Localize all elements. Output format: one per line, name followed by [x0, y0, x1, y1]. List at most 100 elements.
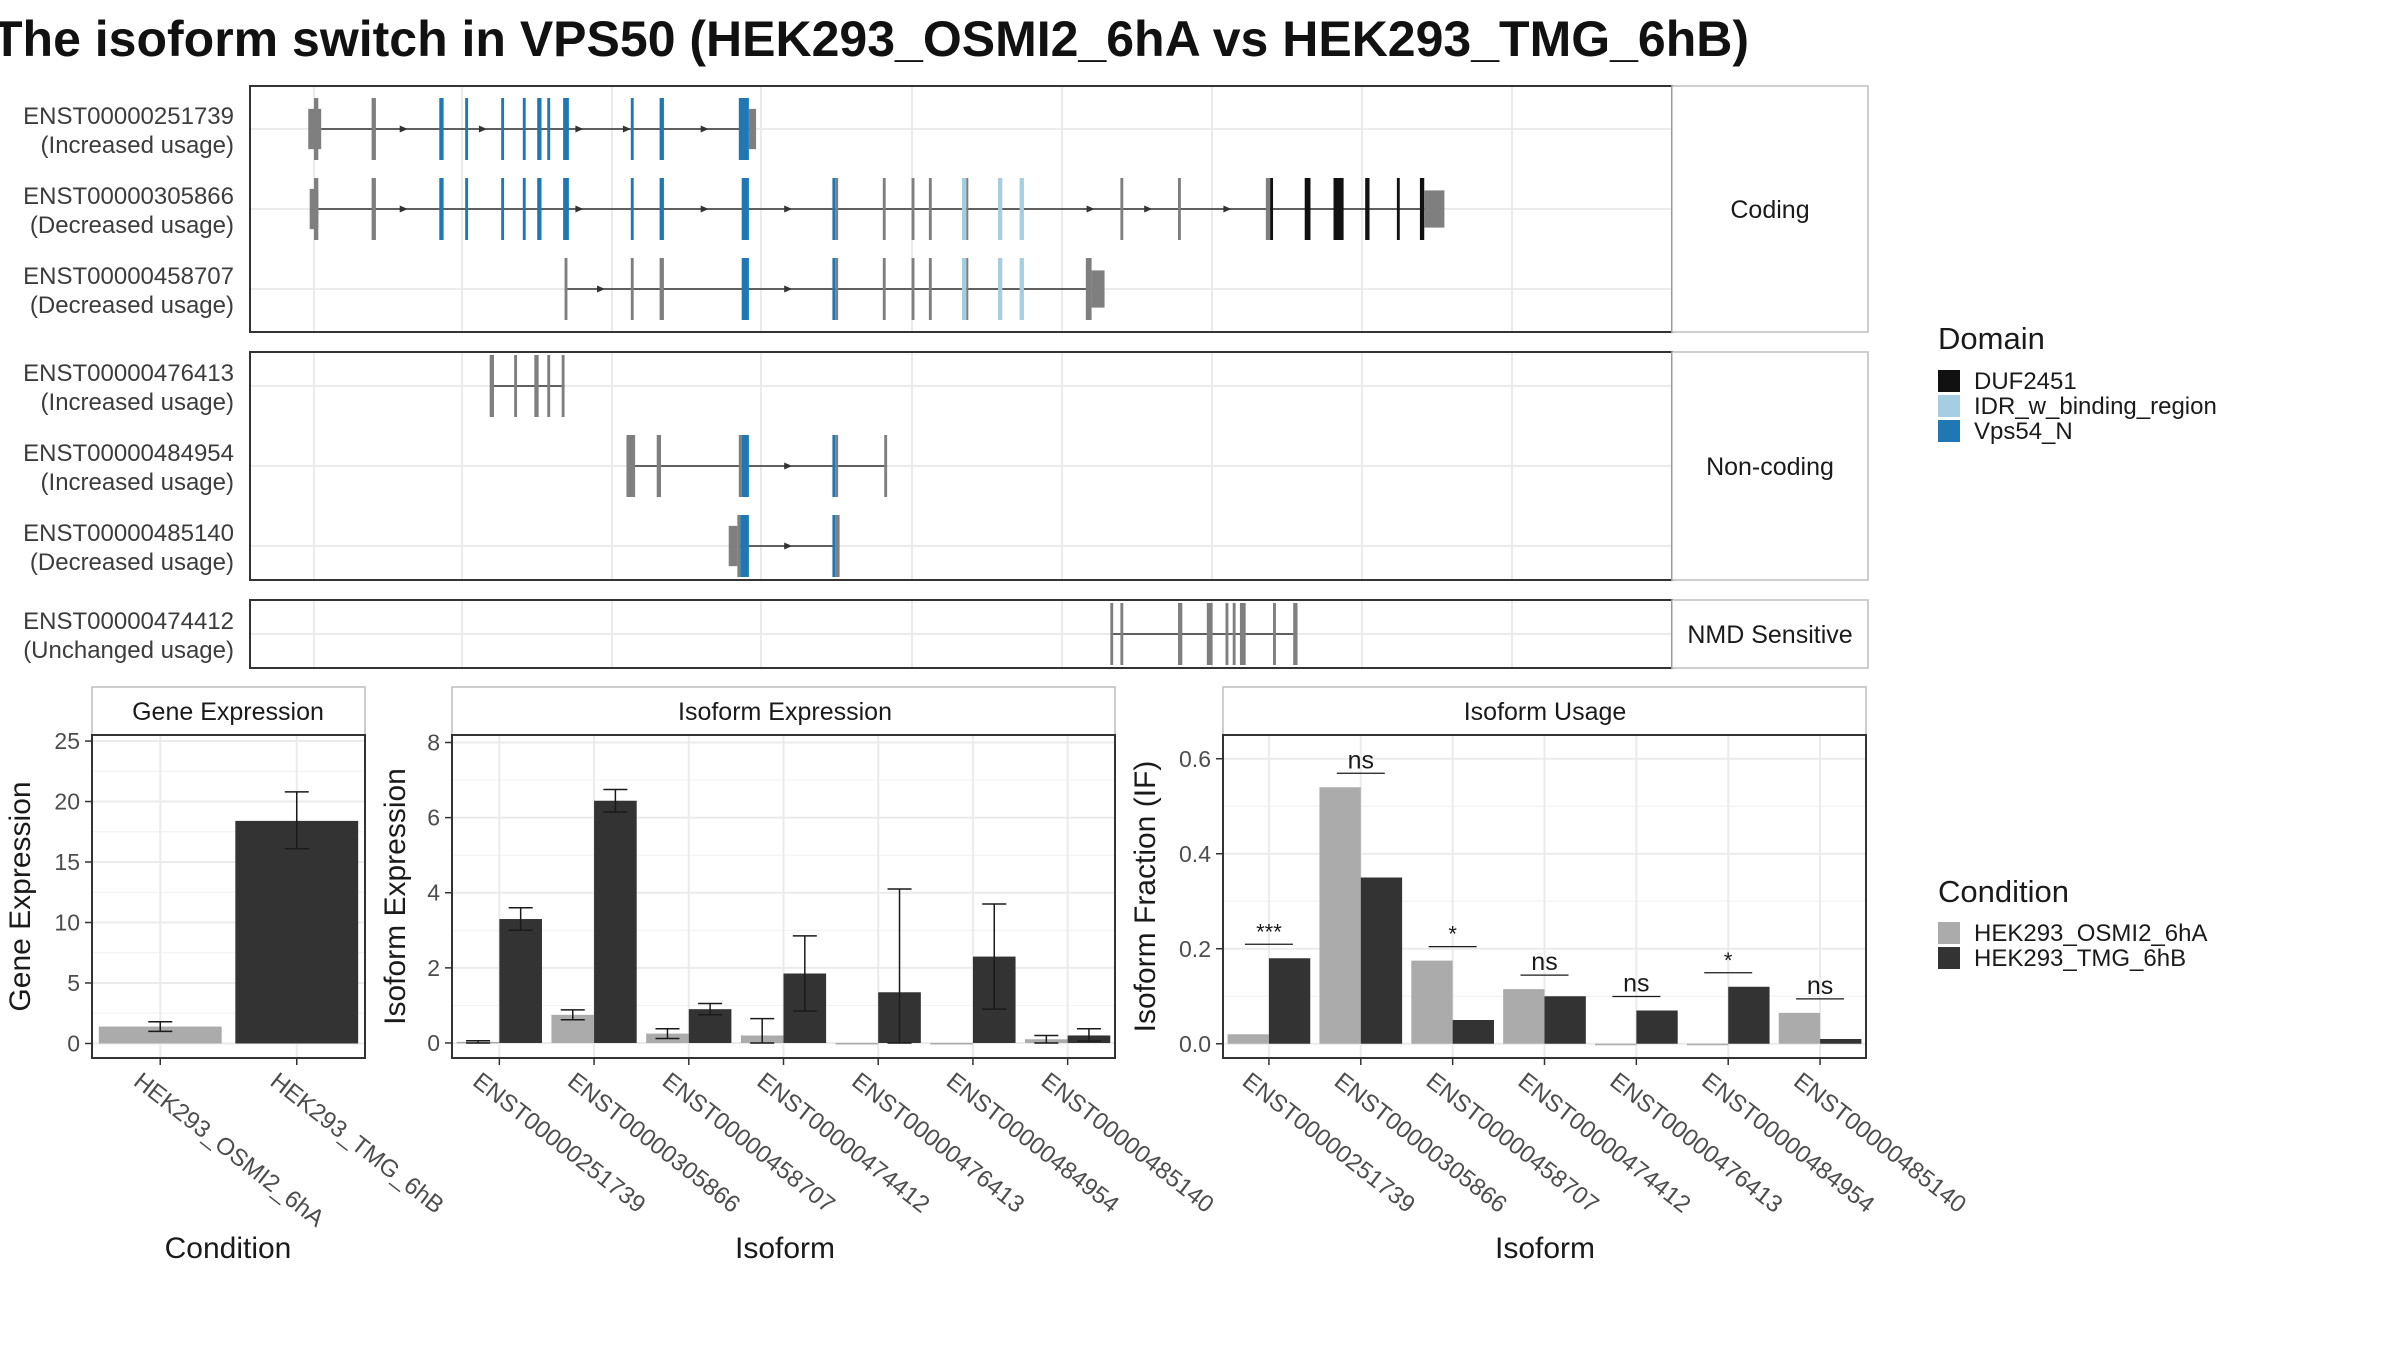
- exon-block: [659, 178, 664, 240]
- x-tick-label: ENST00000305866: [1329, 1067, 1512, 1218]
- transcript-id-label: ENST00000251739: [23, 103, 234, 130]
- y-tick-label: 0.4: [1179, 841, 1211, 867]
- exon-block: [741, 435, 749, 497]
- exon-block: [911, 178, 915, 240]
- exon-block: [832, 178, 836, 240]
- direction-arrow: [784, 542, 793, 550]
- legend-label: IDR_w_binding_region: [1974, 393, 2217, 420]
- direction-arrow: [1144, 205, 1153, 213]
- exon-block: [1085, 258, 1092, 320]
- y-tick-label: 20: [54, 789, 80, 815]
- transcript-id-label: ENST00000485140: [23, 520, 234, 547]
- bar: [1411, 960, 1453, 1044]
- exon-block: [1206, 603, 1213, 665]
- legends: Domain DUF2451IDR_w_binding_regionVps54_N…: [1938, 321, 2217, 972]
- exon-block: [741, 258, 749, 320]
- transcript-status-label: (Decreased usage): [30, 212, 234, 239]
- bar: [98, 1026, 222, 1044]
- y-tick-label: 0: [427, 1030, 440, 1056]
- group-strip-label: Coding: [1730, 196, 1809, 224]
- x-tick-label: ENST00000251739: [1237, 1067, 1420, 1218]
- exon-block: [835, 258, 839, 320]
- exon-block: [740, 515, 749, 577]
- exon-block: [998, 258, 1003, 320]
- exon-block: [1110, 603, 1114, 665]
- panel-title: Gene Expression: [132, 698, 324, 726]
- legend-key: [1938, 370, 1960, 392]
- exon-block: [966, 258, 969, 320]
- y-tick-label: 8: [427, 730, 440, 756]
- bar: [1544, 996, 1586, 1044]
- transcript-id-label: ENST00000474412: [23, 608, 234, 635]
- exon-block: [928, 258, 932, 320]
- direction-arrow: [399, 205, 408, 213]
- significance-label: ns: [1348, 746, 1374, 774]
- transcript-status-label: (Unchanged usage): [23, 637, 234, 664]
- exon-block: [489, 355, 494, 417]
- y-tick-label: 6: [427, 805, 440, 831]
- x-tick-label: ENST00000458707: [657, 1067, 840, 1218]
- transcript-id-label: ENST00000305866: [23, 183, 234, 210]
- exon-block: [314, 178, 319, 240]
- bar: [1503, 989, 1545, 1044]
- exon-block: [547, 355, 551, 417]
- bar: [594, 800, 637, 1043]
- exon-block: [748, 108, 757, 150]
- exon-block: [962, 178, 967, 240]
- y-axis-title: Isoform Fraction (IF): [1129, 761, 1162, 1033]
- panel-title: Isoform Expression: [678, 698, 892, 726]
- exon-block: [514, 355, 518, 417]
- transcript-status-label: (Decreased usage): [30, 549, 234, 576]
- exon-block: [962, 258, 967, 320]
- bar: [1595, 1043, 1637, 1046]
- exon-block: [835, 178, 839, 240]
- exon-block: [501, 178, 505, 240]
- legend-key: [1938, 395, 1960, 417]
- bar: [930, 1042, 973, 1045]
- exon-block: [1232, 603, 1236, 665]
- significance-label: *: [1448, 922, 1457, 947]
- exon-block: [1120, 178, 1124, 240]
- exon-block: [534, 355, 539, 417]
- x-axis-title: Isoform: [1495, 1232, 1595, 1265]
- y-tick-label: 0.6: [1179, 746, 1211, 772]
- significance-label: ns: [1531, 948, 1557, 976]
- exon-block: [1270, 178, 1274, 240]
- exon-block: [439, 98, 444, 160]
- group-strip: [1671, 85, 1869, 333]
- exon-block: [371, 178, 376, 240]
- legend-key: [1938, 420, 1960, 442]
- bar: [235, 820, 359, 1044]
- bar: [1268, 958, 1311, 1044]
- x-tick-label: ENST00000484954: [941, 1067, 1124, 1218]
- y-tick-label: 2: [427, 955, 440, 981]
- exon-block: [537, 98, 542, 160]
- transcript-status-label: (Increased usage): [41, 389, 234, 416]
- group-strip: [1671, 599, 1869, 669]
- exon-block: [1365, 178, 1370, 240]
- exon-block: [832, 258, 836, 320]
- x-tick-label: ENST00000485140: [1036, 1067, 1219, 1218]
- exon-block: [882, 258, 886, 320]
- exon-block: [911, 258, 915, 320]
- direction-arrow: [700, 125, 709, 133]
- exon-block: [564, 258, 568, 320]
- direction-arrow: [700, 205, 709, 213]
- transcript-id-label: ENST00000484954: [23, 440, 234, 467]
- direction-arrow: [784, 285, 793, 293]
- exon-block: [741, 178, 749, 240]
- bar: [1452, 1020, 1494, 1044]
- exon-block: [1120, 603, 1124, 665]
- y-tick-label: 5: [67, 970, 80, 996]
- direction-arrow: [575, 125, 584, 133]
- exon-block: [1178, 178, 1181, 240]
- x-tick-label: ENST00000484954: [1697, 1067, 1880, 1218]
- y-tick-label: 4: [427, 880, 440, 906]
- panel-strip: [1222, 686, 1867, 736]
- group-strip-label: Non-coding: [1706, 453, 1834, 481]
- direction-arrow: [478, 125, 487, 133]
- direction-arrow: [784, 462, 793, 470]
- transcript-status-label: (Decreased usage): [30, 292, 234, 319]
- legend-label: Vps54_N: [1974, 418, 2073, 445]
- legend-label: HEK293_TMG_6hB: [1974, 945, 2186, 972]
